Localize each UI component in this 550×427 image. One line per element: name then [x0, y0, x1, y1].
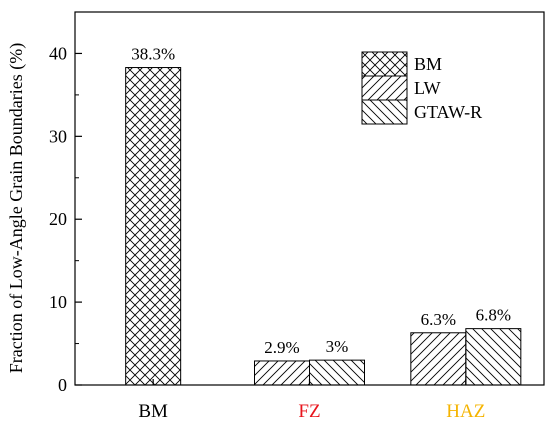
- category-label: FZ: [298, 401, 320, 422]
- bar: [254, 360, 310, 386]
- y-axis-ticks: 0 10 20 30 40: [49, 43, 82, 395]
- bar: [309, 359, 365, 386]
- bars-layer: [125, 67, 522, 386]
- y-tick-label: 20: [49, 209, 67, 229]
- legend-label: BM: [414, 54, 442, 74]
- data-label: 6.3%: [421, 310, 456, 329]
- category-labels-layer: BM FZ HAZ: [138, 401, 485, 422]
- data-labels-layer: 38.3% 2.9% 3% 6.3% 6.8%: [131, 45, 511, 357]
- legend-label: LW: [414, 78, 441, 98]
- category-label: BM: [138, 401, 168, 422]
- bar: [125, 67, 182, 386]
- y-tick-label: 10: [49, 292, 67, 312]
- legend-swatch: [361, 75, 408, 101]
- y-tick-label: 0: [58, 375, 67, 395]
- data-label: 3%: [326, 337, 349, 356]
- legend-label: GTAW-R: [414, 102, 482, 122]
- y-tick-label: 30: [49, 126, 67, 146]
- y-tick-label: 40: [49, 43, 67, 63]
- data-label: 38.3%: [131, 45, 175, 64]
- legend: BM LW GTAW-R: [361, 51, 482, 125]
- data-label: 2.9%: [264, 338, 299, 357]
- bar: [465, 328, 522, 386]
- bar: [410, 332, 467, 386]
- legend-swatch: [361, 51, 408, 77]
- data-label: 6.8%: [476, 306, 511, 325]
- y-axis-title: Fraction of Low-Angle Grain Boundaries (…: [6, 43, 27, 373]
- legend-swatch: [361, 99, 408, 125]
- category-label: HAZ: [446, 401, 485, 422]
